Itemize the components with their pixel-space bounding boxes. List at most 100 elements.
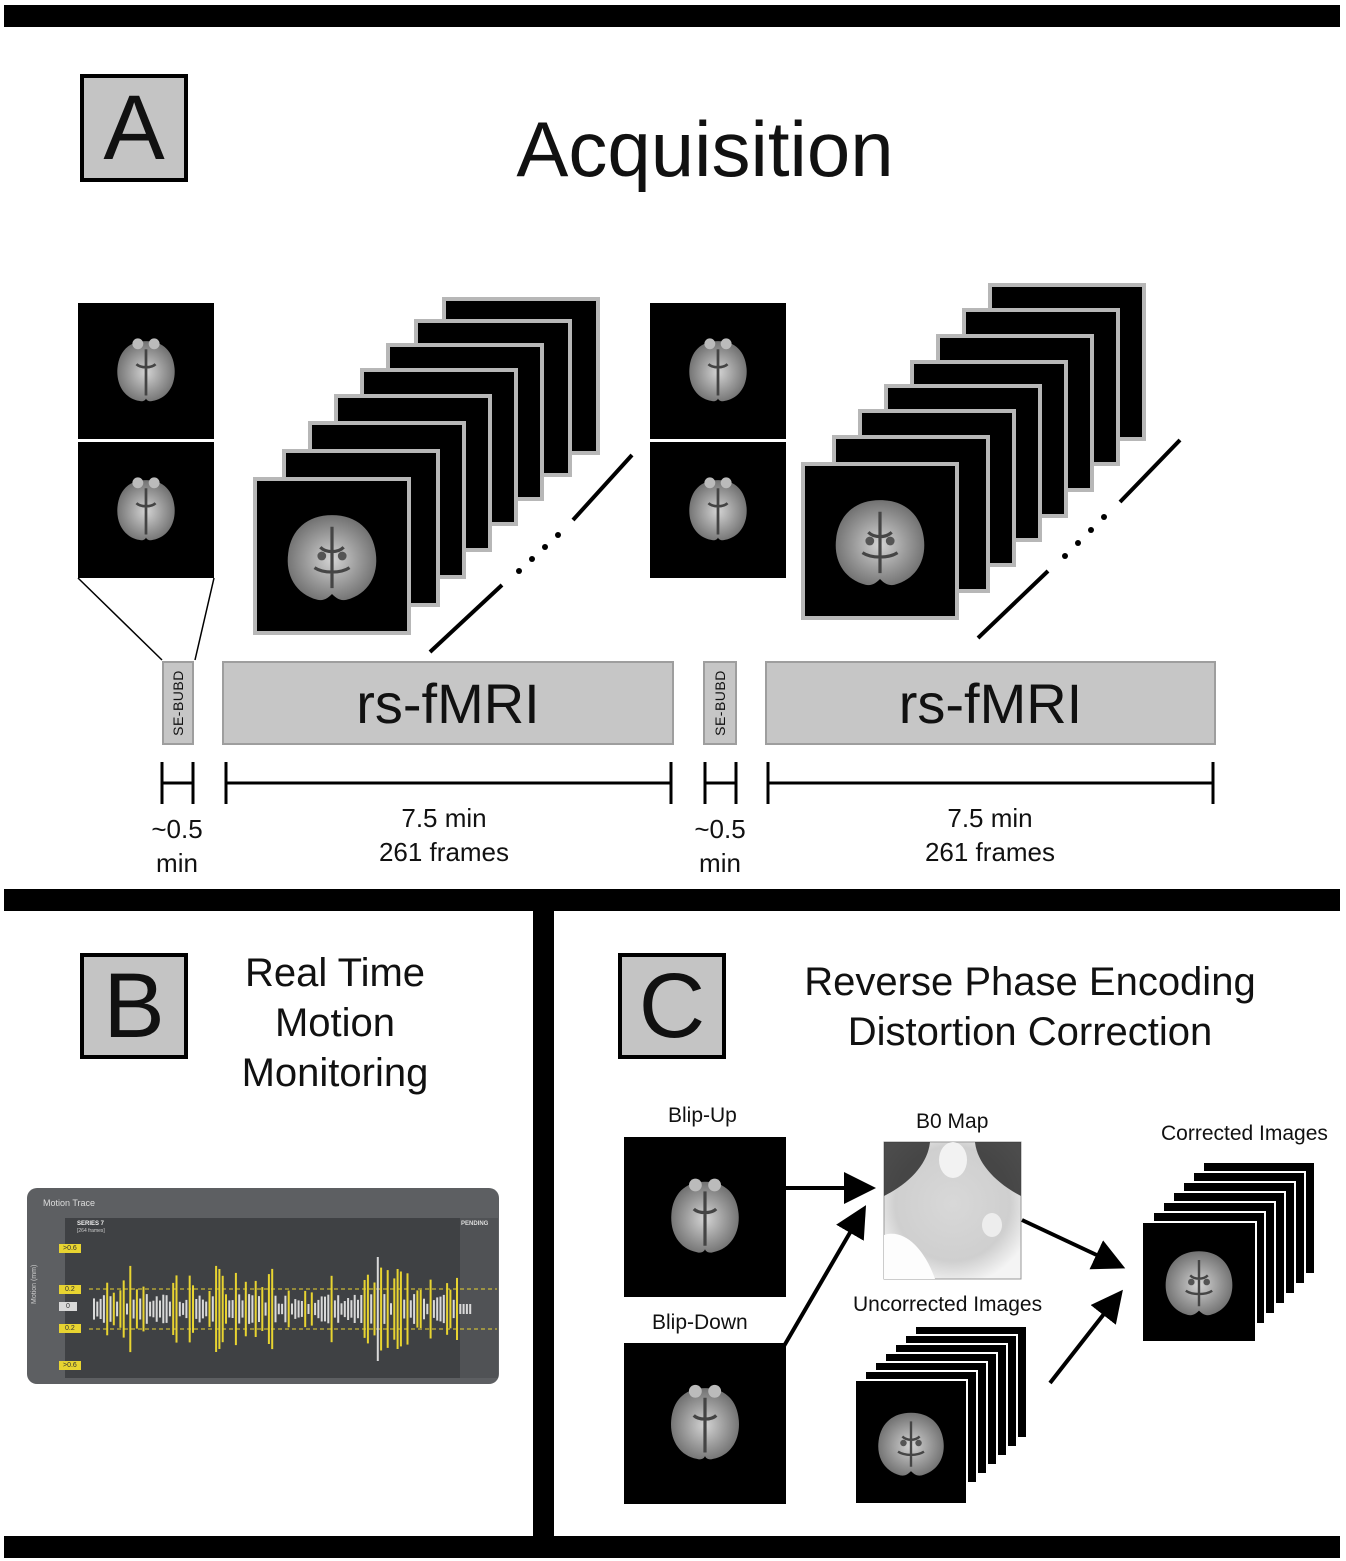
motion-bar — [178, 1301, 181, 1317]
acquisition-diagram — [77, 283, 1215, 804]
motion-bar — [333, 1300, 336, 1318]
motion-bar — [376, 1257, 379, 1361]
motion-bar — [185, 1299, 188, 1319]
motion-bar — [215, 1265, 218, 1352]
se-bubd-bar-1: SE-BUBD — [162, 661, 194, 745]
motion-bar — [132, 1299, 135, 1319]
motion-bar — [304, 1290, 307, 1328]
motion-bar — [251, 1295, 254, 1323]
motion-bar — [357, 1299, 359, 1319]
series-label: SERIES 7 — [77, 1221, 105, 1227]
motion-bar — [452, 1299, 455, 1319]
pending-label: PENDING — [461, 1221, 489, 1227]
motion-bar — [258, 1296, 260, 1322]
motion-bar — [287, 1290, 290, 1328]
motion-bar — [93, 1298, 95, 1320]
uncorrected-label: Uncorrected Images — [853, 1293, 1043, 1316]
motion-bar — [112, 1292, 115, 1326]
duration-se-1-value: ~0.5 — [151, 814, 203, 844]
motion-bar — [139, 1298, 142, 1320]
motion-bar — [314, 1302, 317, 1316]
motion-bar — [462, 1304, 465, 1314]
b0-map-image — [883, 1141, 1022, 1280]
motion-bar — [419, 1289, 422, 1328]
motion-bar — [205, 1301, 208, 1317]
motion-bar — [135, 1289, 138, 1329]
motion-bar — [456, 1277, 458, 1340]
duration-rs-1-time: 7.5 min — [401, 803, 487, 833]
motion-bar — [208, 1291, 211, 1327]
motion-bar — [165, 1295, 168, 1323]
motion-bars — [93, 1257, 472, 1361]
pending-area — [460, 1218, 498, 1378]
motion-bar — [429, 1279, 432, 1339]
motion-bar — [307, 1304, 310, 1314]
motion-bar — [201, 1299, 204, 1319]
duration-se-2-value: ~0.5 — [694, 814, 746, 844]
motion-bar — [267, 1274, 270, 1344]
motion-bar — [324, 1296, 326, 1322]
panel-b-title-line-2: Motion — [274, 1001, 396, 1045]
motion-bar — [403, 1299, 406, 1319]
motion-bar — [340, 1303, 343, 1315]
motion-bar — [248, 1294, 251, 1324]
motion-bar — [383, 1294, 386, 1324]
motion-bar — [102, 1295, 105, 1323]
panel-c-title-line-1: Reverse Phase Encoding — [804, 960, 1256, 1004]
blip-up-label: Blip-Up — [668, 1104, 737, 1127]
motion-bar — [188, 1275, 191, 1343]
motion-bar — [149, 1301, 152, 1317]
motion-bar — [347, 1298, 350, 1320]
duration-rs-2-time: 7.5 min — [947, 803, 1033, 833]
motion-bar — [284, 1295, 287, 1323]
b0-map-label: B0 Map — [916, 1110, 989, 1133]
panel-a-title: Acquisition — [516, 105, 894, 193]
motion-bar — [274, 1295, 277, 1323]
bottom-border — [4, 1536, 1340, 1558]
motion-bar — [142, 1286, 145, 1332]
blip-down-image — [624, 1343, 786, 1504]
motion-bar — [436, 1297, 439, 1321]
motion-bar — [416, 1290, 419, 1328]
rsfmri-bar-2: rs-fMRI — [765, 661, 1216, 745]
motion-bar — [294, 1299, 297, 1319]
middle-border — [4, 889, 1340, 911]
motion-bar — [159, 1300, 161, 1318]
timeline — [160, 762, 1215, 804]
motion-bar — [96, 1301, 99, 1317]
threshold-tag-top: >0.6 — [59, 1244, 81, 1253]
motion-bar — [192, 1285, 194, 1333]
motion-bar — [426, 1303, 429, 1315]
duration-rs-1-frames: 261 frames — [378, 837, 510, 867]
zoom-line-left — [77, 577, 163, 661]
panel-b-title: Real Time Motion Monitoring — [205, 948, 465, 1098]
se-bubd-image-up-1 — [78, 303, 214, 439]
frame-stack-1 — [253, 297, 634, 654]
frame-stack-2 — [801, 283, 1182, 640]
duration-se-2-unit: min — [699, 848, 741, 878]
motion-bar — [300, 1301, 303, 1317]
motion-bar — [327, 1294, 330, 1324]
motion-bar — [330, 1275, 333, 1343]
motion-bar — [310, 1292, 313, 1326]
panel-c-title-line-2: Distortion Correction — [847, 1010, 1213, 1054]
motion-bar — [271, 1268, 274, 1350]
motion-bar — [337, 1295, 340, 1323]
motion-bar — [116, 1301, 119, 1317]
motion-bar — [399, 1271, 402, 1347]
motion-bar — [221, 1275, 224, 1343]
motion-bar — [277, 1303, 280, 1315]
motion-bar — [211, 1296, 214, 1322]
motion-bar — [366, 1274, 369, 1344]
motion-bar — [244, 1281, 247, 1337]
motion-bar — [449, 1289, 452, 1329]
threshold-tag-minus: 0.2 — [59, 1324, 81, 1333]
motion-bar — [126, 1303, 128, 1315]
top-border — [4, 5, 1340, 27]
motion-bar — [234, 1272, 237, 1346]
arrow-b0-to-corrected — [1021, 1218, 1126, 1270]
motion-bar — [129, 1265, 132, 1353]
rsfmri-bar-1: rs-fMRI — [222, 661, 674, 745]
threshold-tag-zero: 0 — [59, 1302, 77, 1311]
